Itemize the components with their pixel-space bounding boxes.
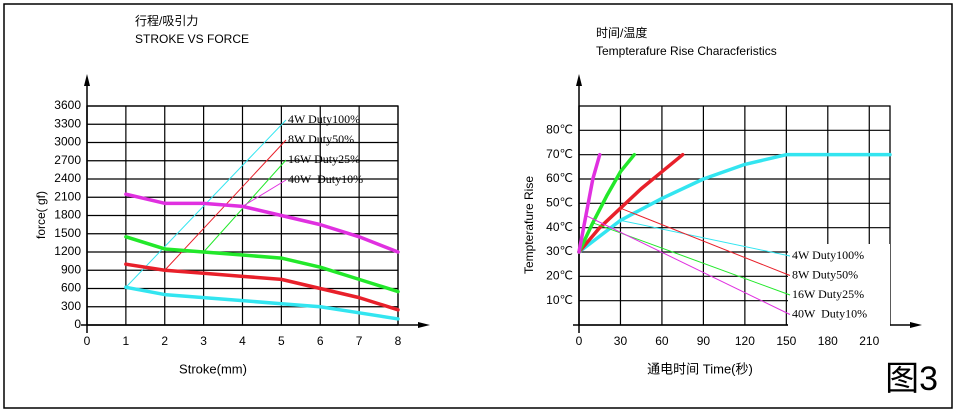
x-tick-label: 8 xyxy=(395,334,402,348)
legend-label: 4W Duty100% xyxy=(288,112,360,126)
leader-line xyxy=(242,179,287,207)
y-tick-label: 2700 xyxy=(54,153,81,167)
y-tick-label: 3000 xyxy=(54,135,81,149)
y-tick-label: 900 xyxy=(61,262,81,276)
legend-label: 40W Duty10% xyxy=(288,172,363,186)
x-tick-label: 60 xyxy=(655,334,669,348)
y-tick-label: 2400 xyxy=(54,171,81,185)
leader-line xyxy=(620,207,791,276)
y-tick-label: 3300 xyxy=(54,116,81,130)
y-tick-label: 80℃ xyxy=(546,123,573,137)
y-axis-arrow xyxy=(576,74,582,86)
series-line xyxy=(577,152,685,254)
y-tick-label: 30℃ xyxy=(546,244,573,258)
y-tick-label: 50℃ xyxy=(546,196,573,210)
x-tick-label: 1 xyxy=(123,334,130,348)
legend-label: 4W Duty100% xyxy=(792,248,864,262)
series-line xyxy=(577,152,637,254)
y-tick-label: 70℃ xyxy=(546,147,573,161)
y-tick-label: 10℃ xyxy=(546,293,573,307)
y-axis-label: force( gf) xyxy=(34,191,48,239)
x-tick-label: 7 xyxy=(356,334,363,348)
y-axis-label: Tempterafure Rise xyxy=(522,176,536,274)
chart-title: 时间/温度 xyxy=(596,25,647,40)
x-tick-label: 90 xyxy=(697,334,711,348)
frame xyxy=(3,3,953,409)
y-tick-label: 1500 xyxy=(54,226,81,240)
y-tick-label: 600 xyxy=(61,281,81,295)
x-axis-label: 通电时间 Time(秒) xyxy=(647,361,753,376)
x-tick-label: 3 xyxy=(200,334,207,348)
legend-label: 40W Duty10% xyxy=(792,306,867,320)
y-tick-label: 60℃ xyxy=(546,171,573,185)
legend-label: 8W Duty50% xyxy=(792,267,858,281)
series-line xyxy=(124,262,400,312)
y-tick-label: 20℃ xyxy=(546,269,573,283)
legend-box xyxy=(788,244,890,328)
x-tick-label: 4 xyxy=(239,334,246,348)
x-tick-label: 5 xyxy=(278,334,285,348)
x-axis-arrow xyxy=(418,322,430,328)
x-tick-label: 0 xyxy=(576,334,583,348)
x-tick-label: 180 xyxy=(818,334,838,348)
x-tick-label: 0 xyxy=(84,334,91,348)
y-tick-label: 1200 xyxy=(54,244,81,258)
legend-label: 8W Duty50% xyxy=(288,132,354,146)
series-line xyxy=(124,235,400,294)
x-tick-label: 6 xyxy=(317,334,324,348)
series-line xyxy=(124,192,400,254)
y-axis-arrow xyxy=(84,74,90,86)
chart-subtitle: Tempterafure Rise Characferistics xyxy=(596,44,777,58)
y-tick-label: 2100 xyxy=(54,189,81,203)
y-tick-label: 3600 xyxy=(54,98,81,112)
x-tick-label: 30 xyxy=(614,334,628,348)
x-tick-label: 150 xyxy=(776,334,796,348)
x-tick-label: 210 xyxy=(859,334,879,348)
legend-label: 16W Duty25% xyxy=(792,287,864,301)
y-tick-label: 300 xyxy=(61,299,81,313)
x-axis-arrow xyxy=(910,322,922,328)
series-line xyxy=(124,285,400,321)
x-tick-label: 120 xyxy=(735,334,755,348)
y-tick-label: 40℃ xyxy=(546,220,573,234)
leader-line xyxy=(620,219,791,257)
series-line xyxy=(577,152,892,254)
figure-label: 图3 xyxy=(885,360,938,398)
x-tick-label: 2 xyxy=(161,334,168,348)
y-tick-label: 1800 xyxy=(54,208,81,222)
chart-subtitle: STROKE VS FORCE xyxy=(135,32,249,46)
legend-label: 16W Duty25% xyxy=(288,152,360,166)
leader-line xyxy=(585,215,791,315)
chart-title: 行程/吸引力 xyxy=(135,13,198,28)
x-axis-label: Stroke(mm) xyxy=(179,361,247,376)
series-line xyxy=(577,152,602,254)
y-tick-label: 0 xyxy=(74,317,81,331)
